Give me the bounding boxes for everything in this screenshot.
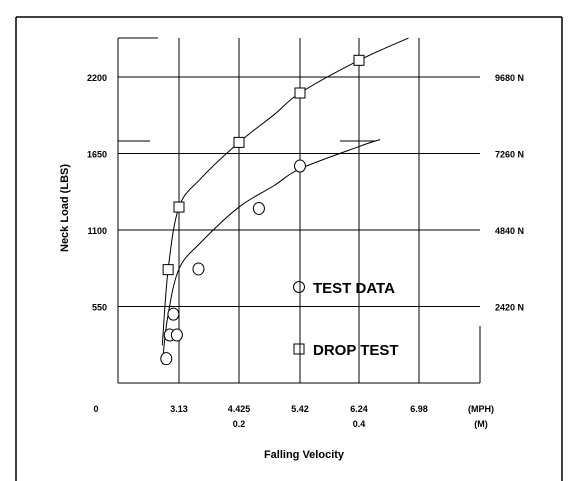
point-test-data: [192, 262, 205, 276]
point-drop-test: [162, 264, 174, 276]
y-tick-label-right: 9680 N: [495, 73, 524, 83]
x-tick-label-secondary: 0.4: [353, 419, 366, 429]
point-drop-test: [233, 136, 245, 148]
y-tick-label-left: 1100: [87, 226, 107, 236]
x-unit-label-mph: (MPH): [468, 404, 494, 414]
x-tick-label: 6.98: [410, 404, 428, 414]
fit-curves: [161, 37, 409, 365]
legend-marker-test-data: [293, 281, 305, 293]
y-tick-label-right: 7260 N: [495, 150, 524, 160]
point-test-data: [252, 201, 265, 215]
point-drop-test: [173, 201, 185, 213]
point-drop-test: [294, 87, 306, 99]
y-tick-label-left: 550: [92, 303, 107, 313]
x-tick-label: 5.42: [291, 404, 309, 414]
legend-marker-drop-test: [293, 343, 305, 355]
legend-label-test-data: TEST DATA: [313, 280, 395, 297]
fit-curve-test-data: [161, 139, 381, 365]
point-test-data: [160, 352, 173, 366]
y-tick-label-right: 4840 N: [495, 226, 524, 236]
fit-curve-drop-test: [161, 37, 409, 346]
x-tick-label-secondary: 0.2: [233, 419, 246, 429]
y-tick-label-left: 1650: [87, 150, 107, 160]
x-tick-label: 0: [93, 404, 98, 414]
plot-area: [117, 37, 481, 384]
legend: TEST DATA DROP TEST: [293, 280, 399, 359]
data-marks: [160, 54, 365, 366]
legend-label-drop-test: DROP TEST: [313, 342, 399, 359]
tick-labels: 550 1650 1100 2200 2420 N 4840 N 7260 N 9680 N 0…: [87, 73, 524, 429]
y-axis-label: Neck Load (LBS): [59, 164, 71, 252]
x-unit-label-m: (M): [474, 419, 488, 429]
point-test-data: [167, 307, 180, 321]
point-drop-test: [353, 54, 365, 66]
x-tick-label: 3.13: [170, 404, 188, 414]
x-tick-label: 4.425: [228, 404, 251, 414]
y-tick-label-right: 2420 N: [495, 303, 524, 313]
y-tick-label-left: 2200: [87, 73, 107, 83]
x-tick-label: 6.24: [350, 404, 368, 414]
point-test-data: [294, 159, 306, 173]
point-test-data: [170, 328, 183, 342]
x-axis-label: Falling Velocity: [264, 449, 345, 461]
